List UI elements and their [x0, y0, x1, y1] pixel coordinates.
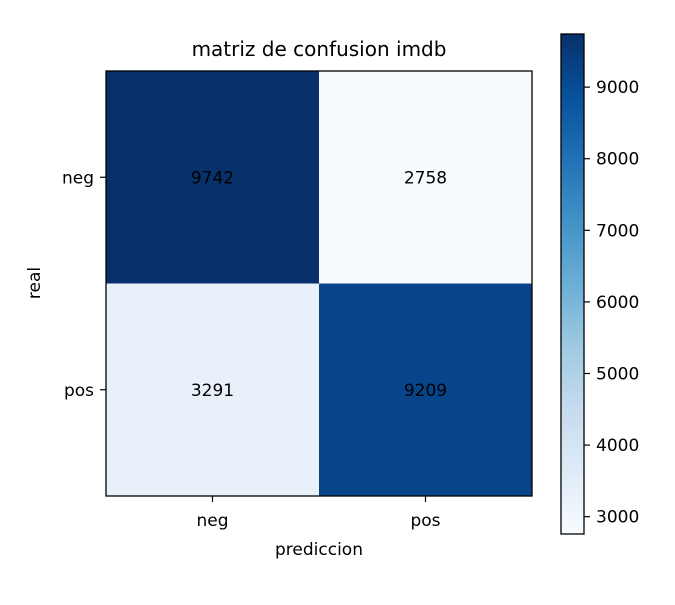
y-tick-label: neg	[62, 168, 94, 188]
heatmap-cell	[106, 283, 320, 497]
heatmap-cell	[319, 71, 533, 284]
cell-value-label: 9209	[404, 381, 447, 401]
heatmap-cell	[106, 71, 320, 284]
colorbar-tick-label: 4000	[596, 436, 639, 456]
chart-title: matriz de confusion imdb	[192, 37, 447, 61]
x-tick-label: neg	[196, 511, 228, 531]
plot-frame	[105, 70, 533, 497]
cell-value-label: 2758	[404, 168, 447, 188]
x-tick-label: pos	[410, 511, 440, 531]
colorbar	[560, 33, 585, 535]
cell-value-label: 9742	[191, 168, 234, 188]
y-tick-label: pos	[64, 381, 94, 401]
y-axis-ticks: neg pos	[62, 168, 106, 401]
colorbar-tick-label: 5000	[596, 364, 639, 384]
colorbar-tick-label: 6000	[596, 293, 639, 313]
colorbar-tick-label: 8000	[596, 150, 639, 170]
x-axis-ticks: neg pos	[196, 496, 441, 531]
colorbar-tick-label: 9000	[596, 78, 639, 98]
colorbar-ticks: 3000 4000 5000 6000 7000 8000 9000	[584, 78, 639, 528]
heatmap-cells: 9742 2758 3291 9209	[106, 71, 533, 497]
colorbar-tick-label: 7000	[596, 221, 639, 241]
x-axis-label: prediccion	[275, 540, 363, 560]
heatmap-cell	[319, 283, 533, 497]
colorbar-tick-label: 3000	[596, 508, 639, 528]
cell-value-label: 3291	[191, 381, 234, 401]
y-axis-label: real	[25, 267, 45, 299]
